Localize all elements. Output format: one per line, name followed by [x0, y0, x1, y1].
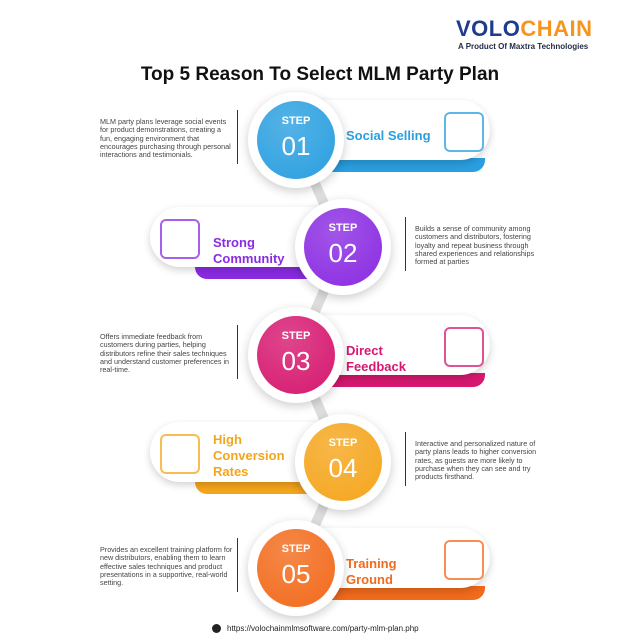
- page-title: Top 5 Reason To Select MLM Party Plan: [140, 64, 500, 85]
- feedback-chat-icon: [444, 327, 484, 367]
- step-badge[interactable]: STEP 02: [304, 208, 382, 286]
- step-badge[interactable]: STEP 04: [304, 423, 382, 501]
- step-description: Builds a sense of community among custom…: [415, 224, 535, 267]
- divider: [237, 325, 238, 379]
- step-label: STEP: [281, 330, 311, 342]
- divider: [237, 110, 238, 164]
- logo-text-2: CHAIN: [520, 16, 593, 41]
- step-color-bar: [300, 158, 485, 172]
- step-description: Provides an excellent training platform …: [100, 545, 233, 588]
- step-badge[interactable]: STEP 05: [257, 529, 335, 607]
- step-number: 01: [281, 131, 311, 161]
- step-label: STEP: [281, 115, 311, 127]
- training-board-icon: [444, 540, 484, 580]
- community-hands-icon: [160, 219, 200, 259]
- globe-icon: [212, 624, 221, 634]
- step-title: Training Ground: [346, 556, 397, 587]
- divider: [237, 538, 238, 592]
- divider: [405, 217, 406, 271]
- step-title: Social Selling: [346, 128, 431, 143]
- step-badge[interactable]: STEP 03: [257, 316, 335, 394]
- brand-tagline: A Product Of Maxtra Technologies: [458, 42, 589, 51]
- step-title: Strong Community: [213, 235, 285, 266]
- divider: [405, 432, 406, 486]
- step-number: 03: [281, 346, 311, 376]
- step-number: 04: [328, 453, 358, 483]
- brand-logo: VOLOCHAIN: [456, 16, 593, 42]
- conversion-funnel-icon: [160, 434, 200, 474]
- step-description: Interactive and personalized nature of p…: [415, 439, 537, 482]
- step-color-bar: [300, 586, 485, 600]
- step-color-bar: [300, 373, 485, 387]
- step-label: STEP: [281, 543, 311, 555]
- step-description: Offers immediate feedback from customers…: [100, 332, 230, 375]
- step-label: STEP: [328, 437, 358, 449]
- step-number: 02: [328, 238, 358, 268]
- step-title: Direct Feedback: [346, 343, 406, 374]
- step-title: High Conversion Rates: [213, 432, 285, 479]
- step-label: STEP: [328, 222, 358, 234]
- step-number: 05: [281, 559, 311, 589]
- footer-link[interactable]: https://volochainmlmsoftware.com/party-m…: [212, 624, 419, 634]
- footer-url[interactable]: https://volochainmlmsoftware.com/party-m…: [227, 624, 419, 633]
- step-description: MLM party plans leverage social events f…: [100, 117, 231, 160]
- logo-text-1: VOLO: [456, 16, 521, 41]
- step-badge[interactable]: STEP 01: [257, 101, 335, 179]
- social-network-icon: [444, 112, 484, 152]
